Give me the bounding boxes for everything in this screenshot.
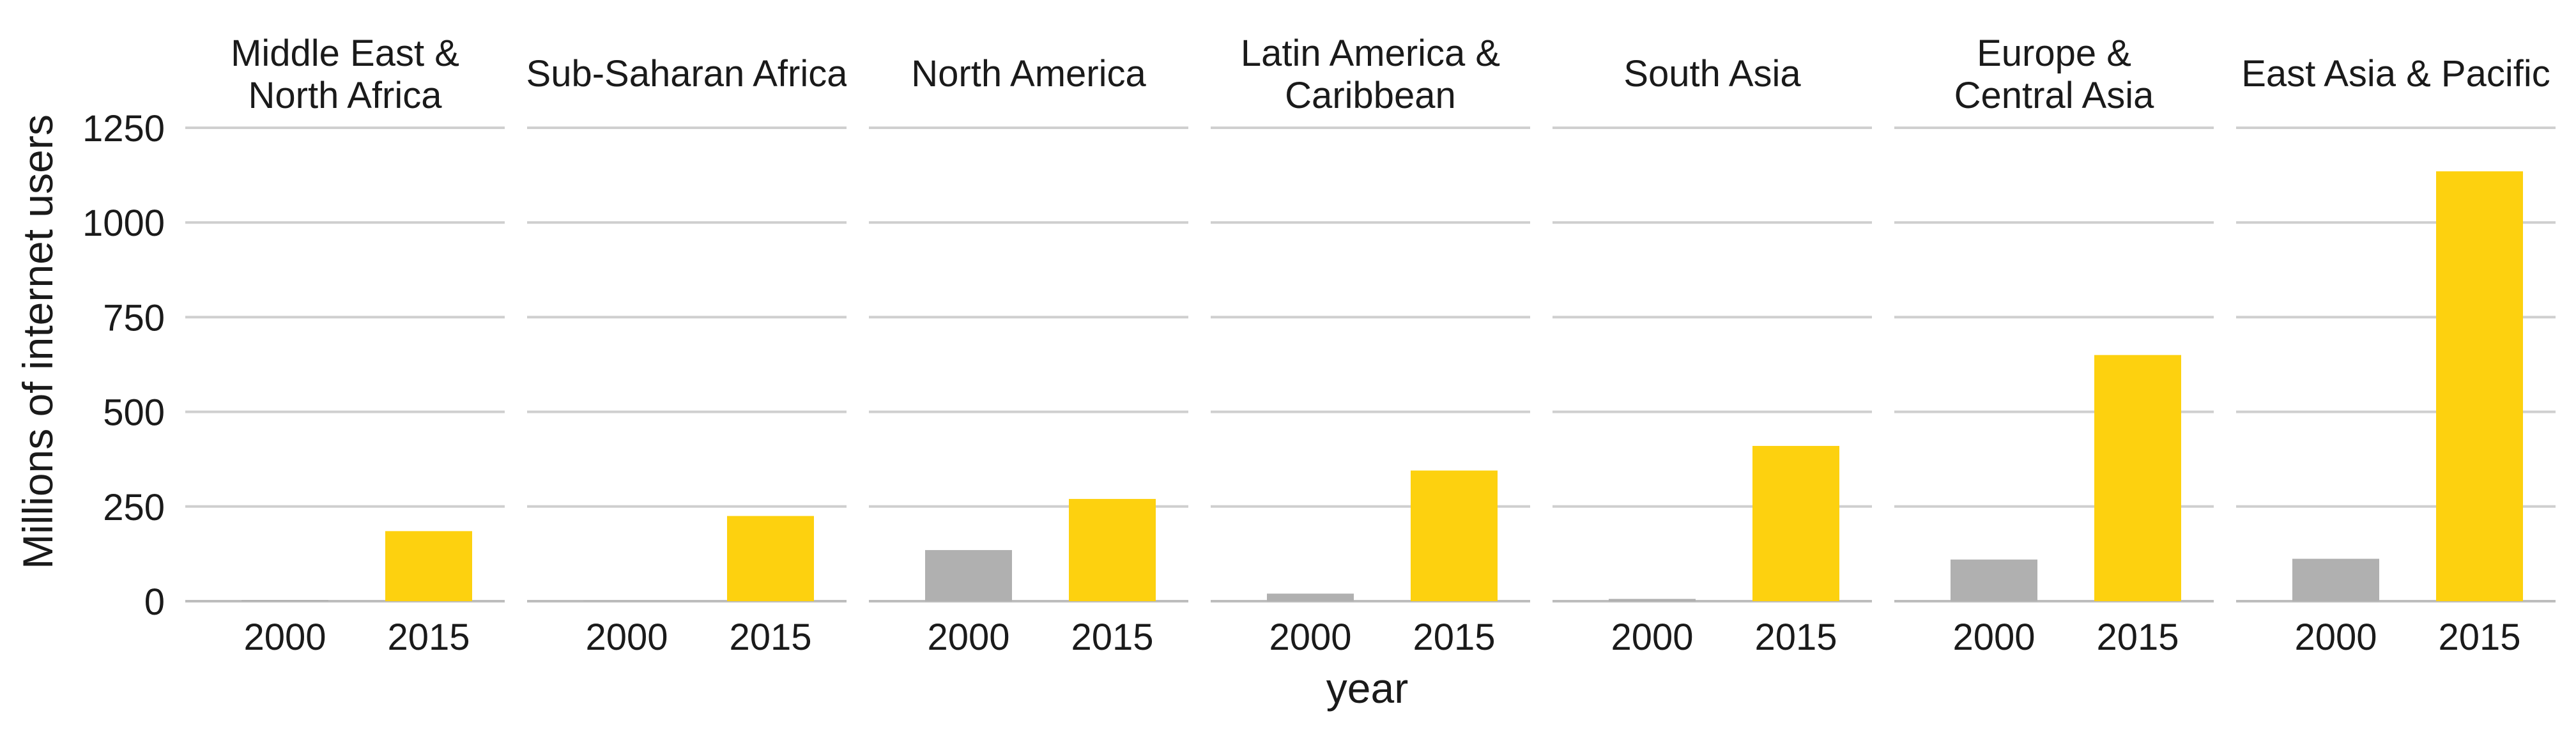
bar-2015 xyxy=(727,516,814,601)
x-tick-label: 2000 xyxy=(2294,617,2377,658)
bar-2000 xyxy=(1267,594,1354,601)
bar-2015 xyxy=(1069,498,1156,601)
labels: 0 250 500 750 1000 1250 2000 2015 Middle East & N… xyxy=(82,33,2550,658)
x-tick-label: 2000 xyxy=(243,617,326,658)
facet-title: Middle East & North Africa xyxy=(231,33,459,116)
bar-2015 xyxy=(2094,355,2181,601)
x-tick-label: 2015 xyxy=(729,617,811,658)
x-tick-label: 2015 xyxy=(1071,617,1153,658)
y-tick-label: 1000 xyxy=(82,203,165,244)
bar-2000 xyxy=(1951,559,2037,601)
facet-title: Latin America & Caribbean xyxy=(1241,33,1500,116)
bar-2015 xyxy=(1752,445,1839,601)
x-tick-label: 2015 xyxy=(2438,617,2520,658)
x-tick-label: 2015 xyxy=(1413,617,1495,658)
bar-2000 xyxy=(1609,599,1696,601)
facet-title: North America xyxy=(911,53,1146,95)
y-tick-label: 500 xyxy=(103,392,165,434)
y-tick-label: 250 xyxy=(103,487,165,528)
x-tick-label: 2000 xyxy=(1611,617,1693,658)
y-axis-title: Millions of internet users xyxy=(14,114,61,569)
bar-2000 xyxy=(2292,558,2379,601)
x-tick-label: 2015 xyxy=(2096,617,2179,658)
bar-2015 xyxy=(1411,470,1498,601)
y-tick-label: 1250 xyxy=(82,108,165,150)
bar-2000 xyxy=(925,549,1012,601)
bar-2015 xyxy=(385,531,472,601)
x-tick-label: 2000 xyxy=(1269,617,1351,658)
facet-title: Sub-Saharan Africa xyxy=(526,53,848,95)
bars xyxy=(241,171,2523,601)
x-tick-label: 2015 xyxy=(1754,617,1837,658)
x-axis-title: year xyxy=(1326,664,1408,712)
y-tick-label: 750 xyxy=(103,297,165,339)
bar-2000 xyxy=(241,600,328,601)
gridlines xyxy=(185,126,2556,602)
x-tick-label: 2000 xyxy=(1952,617,2035,658)
x-tick-label: 2000 xyxy=(585,617,668,658)
facet-title: South Asia xyxy=(1623,53,1801,95)
facet-title: East Asia & Pacific xyxy=(2241,53,2550,95)
y-tick-label: 0 xyxy=(144,581,165,623)
facet-title: Europe & Central Asia xyxy=(1954,33,2154,116)
x-tick-label: 2015 xyxy=(387,617,470,658)
x-tick-label: 2000 xyxy=(927,617,1009,658)
bar-2015 xyxy=(2436,171,2523,601)
